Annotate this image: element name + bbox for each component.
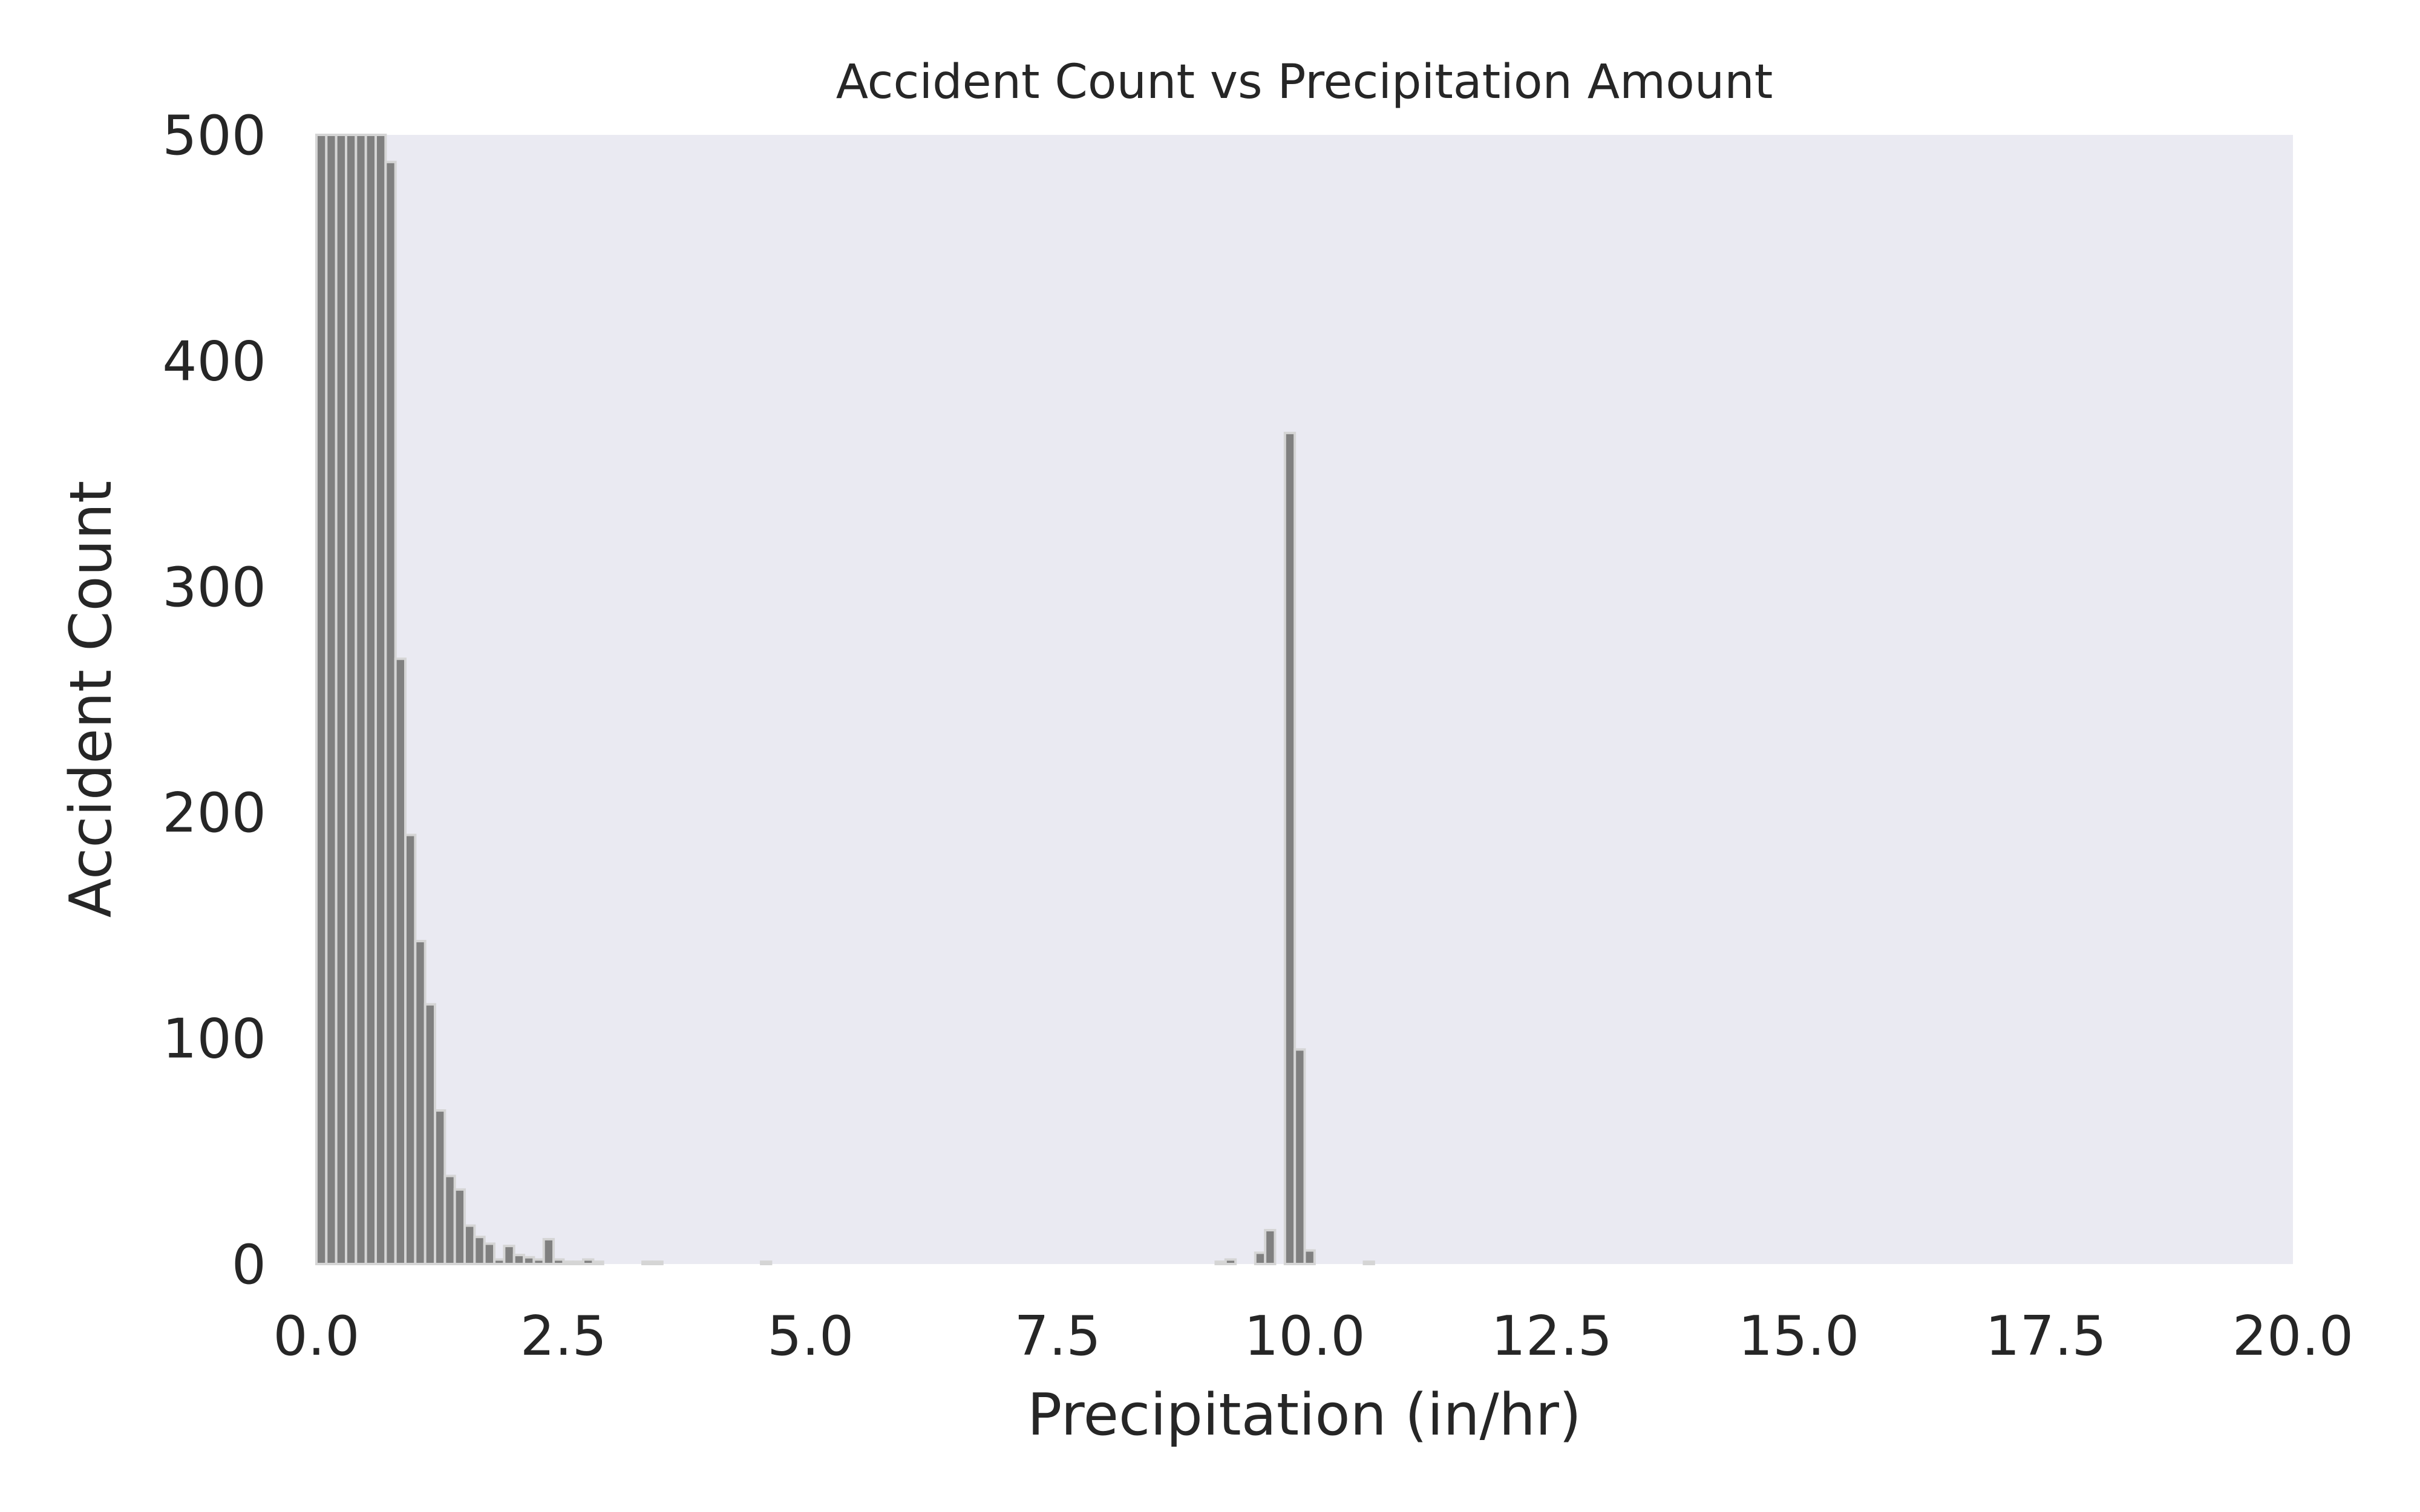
histogram-bar [1303,1249,1316,1265]
histogram-bar [1293,1048,1306,1266]
x-tick-label: 0.0 [273,1305,359,1368]
chart-title: Accident Count vs Precipitation Amount [836,55,1773,109]
histogram-bar [374,134,387,1265]
histogram-bar [335,134,348,1265]
x-tick-labels: 0.0 2.5 5.0 7.5 10.0 12.5 15.0 17.5 20.0 [273,1305,2353,1368]
bars-group [315,134,1375,1266]
histogram-bar [394,657,407,1265]
histogram-bar [424,1003,437,1265]
histogram-bar [532,1258,545,1265]
histogram-bar [325,134,338,1265]
x-tick-label: 7.5 [1015,1305,1101,1368]
histogram-bar [315,134,328,1265]
histogram-bar [1362,1260,1375,1266]
histogram-bar [434,1109,446,1266]
histogram-bar [414,940,427,1265]
histogram-bar [512,1254,526,1265]
y-tick-label: 400 [162,330,266,393]
histogram-bar [760,1260,773,1266]
x-tick-label: 12.5 [1491,1305,1612,1368]
histogram-bar [404,833,417,1266]
y-tick-label: 0 [232,1233,266,1297]
histogram-bar [1254,1251,1267,1266]
y-axis-label: Accident Count [58,481,125,918]
histogram-bar [651,1260,664,1266]
histogram-bar [523,1256,535,1266]
histogram-bar [1283,431,1297,1266]
y-tick-label: 300 [162,556,266,619]
histogram-bar [473,1236,486,1266]
x-tick-label: 17.5 [1985,1305,2106,1368]
histogram-bar [592,1260,604,1266]
histogram-bar [355,134,367,1265]
x-tick-label: 15.0 [1738,1305,1859,1368]
histogram-bar [384,160,397,1266]
histogram-bar [1264,1228,1277,1265]
histogram-bar [503,1245,515,1265]
x-tick-label: 2.5 [520,1305,607,1368]
histogram-bar [463,1224,476,1265]
y-tick-label: 100 [162,1008,266,1071]
histogram-bar [1214,1260,1227,1266]
histogram-bar [443,1175,456,1266]
histogram-bar [582,1258,595,1265]
histogram-bar [345,134,358,1265]
x-axis-label: Precipitation (in/hr) [1027,1382,1581,1448]
histogram-bar [364,134,378,1265]
histogram-bar [572,1260,585,1266]
histogram-bar [493,1258,506,1265]
y-tick-label: 500 [162,104,266,168]
x-tick-label: 20.0 [2232,1305,2353,1368]
histogram-bar [552,1258,565,1265]
y-tick-labels: 0 100 200 300 400 500 [162,104,266,1297]
histogram-bar [562,1260,575,1266]
histogram-bar [641,1260,654,1266]
x-tick-label: 5.0 [767,1305,854,1368]
histogram-bar [1224,1258,1237,1265]
histogram-bar [483,1242,496,1266]
y-tick-label: 200 [162,781,266,845]
x-tick-label: 10.0 [1244,1305,1365,1368]
histogram-bar [453,1188,466,1265]
histogram-bar [542,1237,555,1266]
